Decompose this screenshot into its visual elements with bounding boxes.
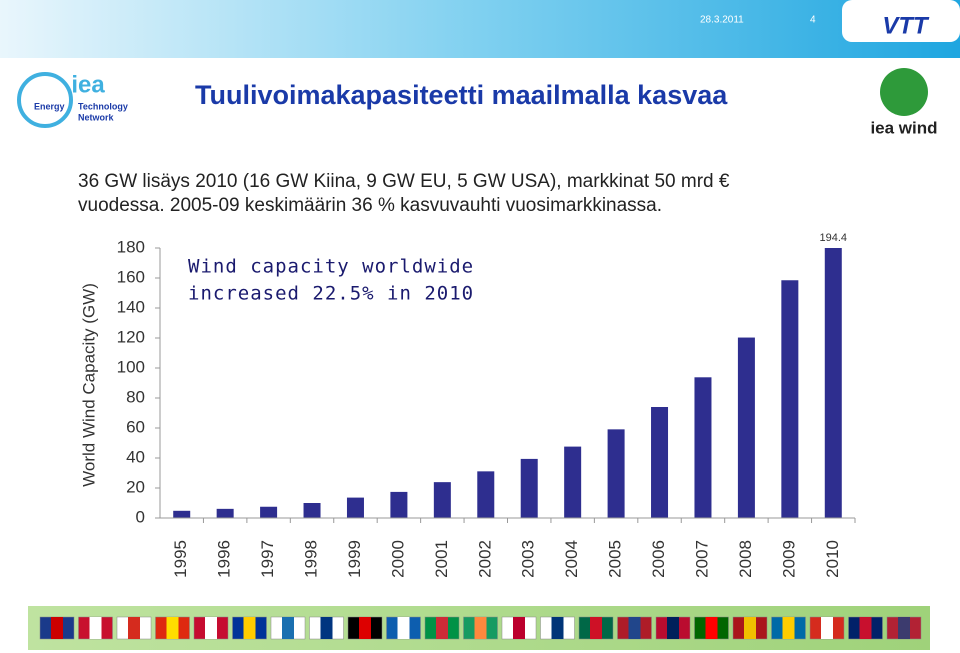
y-tick-label: 80 — [126, 387, 145, 406]
flag-detail — [89, 617, 102, 639]
date: 28.3.2011 — [700, 15, 744, 26]
iea-ring — [17, 72, 73, 128]
y-tick-label: 60 — [126, 417, 145, 436]
bar — [477, 471, 495, 518]
annotation: increased 22.5% in 2010 — [188, 283, 474, 305]
flag-detail — [744, 617, 756, 639]
x-tick-label: 2004 — [562, 540, 581, 578]
y-tick-label: 180 — [117, 237, 145, 256]
page-number: 4 — [810, 15, 816, 26]
top-band — [0, 0, 960, 58]
flag-detail — [320, 617, 333, 639]
bar — [694, 377, 712, 518]
flag-detail — [166, 617, 179, 639]
bar — [651, 407, 669, 518]
y-tick-label: 100 — [117, 357, 145, 376]
flag-detail — [821, 617, 833, 639]
y-tick-label: 0 — [136, 507, 145, 526]
bar — [346, 497, 364, 518]
x-tick-label: 2001 — [432, 540, 451, 578]
plot-area — [173, 248, 842, 518]
bar — [520, 458, 538, 518]
bar — [824, 248, 842, 518]
flag-detail — [397, 617, 410, 639]
iea-logo: Energy — [34, 101, 65, 111]
title: Tuulivoimakapasiteetti maailmalla kasvaa — [195, 80, 728, 110]
body-text: vuodessa. 2005-09 keskimäärin 36 % kasvu… — [78, 195, 662, 216]
y-tick-label: 140 — [117, 297, 145, 316]
flag-detail — [359, 617, 371, 639]
flag-detail — [551, 617, 564, 639]
bar — [564, 446, 582, 518]
x-tick-label: 1997 — [258, 540, 277, 578]
flags — [39, 616, 922, 640]
bar — [607, 429, 625, 518]
iea-logo: Technology — [78, 101, 128, 111]
iea-logo: iea — [71, 71, 105, 98]
flag-detail — [628, 617, 641, 639]
x-tick-label: 1995 — [171, 540, 190, 578]
bar — [260, 506, 278, 518]
x-tick-label: 2008 — [736, 540, 755, 578]
x-tick-label: 1996 — [215, 540, 234, 578]
flag-detail — [51, 617, 63, 639]
bar — [737, 337, 755, 518]
logo-box — [842, 0, 960, 42]
bar — [781, 280, 799, 518]
x-tick-label: 1999 — [345, 540, 364, 578]
x-tick-label: 2002 — [475, 540, 494, 578]
flag-detail — [782, 617, 795, 639]
flag-detail — [898, 617, 910, 639]
flag-detail — [859, 617, 872, 639]
x-tick-label: 2000 — [388, 540, 407, 578]
bar — [433, 482, 451, 518]
x-tick-label: 2007 — [692, 540, 711, 578]
flag-detail — [513, 617, 525, 639]
flag-detail — [705, 617, 718, 639]
bar — [303, 503, 321, 518]
iea-logo: Network — [78, 112, 115, 122]
x-tick-label: 2009 — [779, 540, 798, 578]
flag-detail — [282, 617, 294, 639]
y-axis-label: World Wind Capacity (GW) — [79, 283, 98, 487]
iea-wind-icon — [880, 68, 928, 116]
x-tick-label: 1998 — [302, 540, 321, 578]
flag-detail — [667, 617, 679, 639]
value-label: 194.4 — [820, 232, 848, 244]
flag-detail — [474, 617, 487, 639]
y-tick-label: 40 — [126, 447, 145, 466]
x-tick-label: 2010 — [823, 540, 842, 578]
flag-detail — [128, 617, 140, 639]
bar — [390, 491, 408, 518]
x-tick-label: 2003 — [519, 540, 538, 578]
iea-wind-logo: iea wind — [870, 118, 937, 137]
flag-detail — [436, 617, 448, 639]
y-tick-label: 20 — [126, 477, 145, 496]
flag-detail — [205, 617, 217, 639]
annotation: Wind capacity worldwide — [188, 256, 474, 278]
vtt-logo: VTT — [882, 12, 930, 39]
body-text: 36 GW lisäys 2010 (16 GW Kiina, 9 GW EU,… — [78, 171, 730, 192]
bar — [173, 510, 191, 518]
x-tick-label: 2006 — [649, 540, 668, 578]
y-tick-label: 120 — [117, 327, 145, 346]
bar — [216, 508, 234, 518]
flag-detail — [243, 617, 256, 639]
flag-detail — [590, 617, 602, 639]
x-tick-label: 2005 — [606, 540, 625, 578]
y-tick-label: 160 — [117, 267, 145, 286]
